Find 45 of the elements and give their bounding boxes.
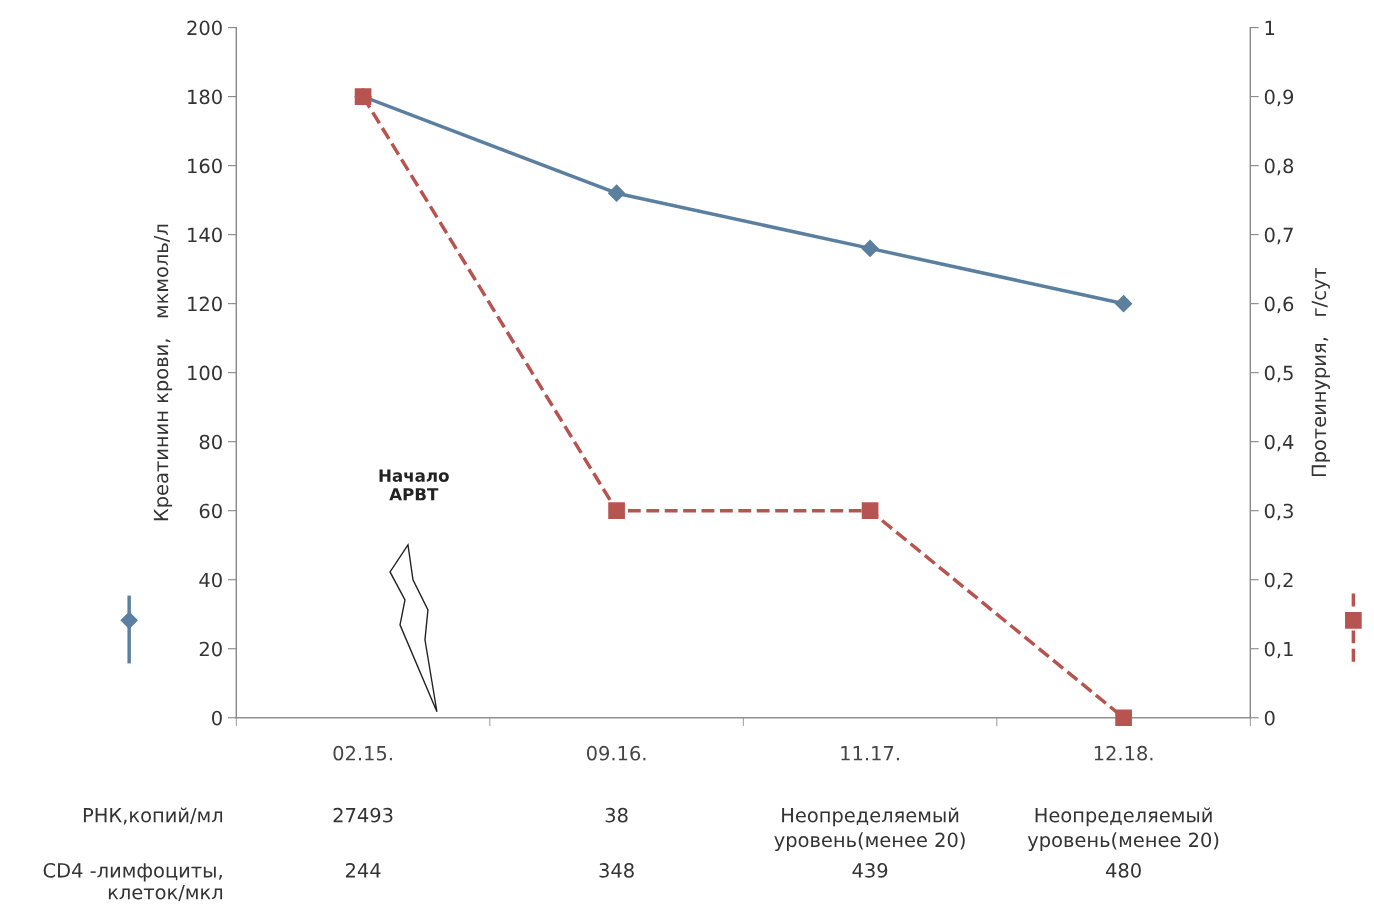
- point: [861, 502, 879, 520]
- y2-tick-label: 0,6: [1264, 296, 1294, 314]
- text: Неопределяемый уровень(менее 20): [774, 807, 965, 852]
- y2-tick-label: 0,3: [1264, 503, 1293, 521]
- y-tick-label: 0: [212, 710, 222, 726]
- y2-tick-label: 0,2: [1264, 572, 1293, 590]
- y-axis-title: Креатинин крови, мкмоль/л: [153, 224, 173, 521]
- y2-tick-label: 0,5: [1264, 365, 1293, 383]
- y2-tick-label: 0,1: [1264, 641, 1293, 659]
- text: CD4 -лимфоциты, клеток/мкл: [43, 863, 223, 902]
- point: [608, 502, 625, 520]
- text: 38: [605, 807, 628, 823]
- point: [608, 184, 626, 202]
- y2-tick-label: 0,8: [1264, 158, 1294, 176]
- point: [1115, 709, 1132, 727]
- text: 439: [852, 863, 888, 878]
- y-tick-label: 20: [199, 641, 222, 657]
- y-tick-label: 40: [199, 572, 222, 588]
- y-tick-label: 60: [199, 503, 222, 519]
- y-tick-label: 100: [188, 365, 222, 381]
- y-tick-label: 80: [199, 434, 222, 450]
- y2-tick-label: 0,4: [1264, 434, 1294, 452]
- text: 244: [345, 863, 381, 878]
- point: [1115, 295, 1133, 313]
- y2-tick-label: 0,9: [1264, 89, 1294, 107]
- y-tick-label: 180: [188, 89, 222, 105]
- x-tick-label: 09.16.: [586, 745, 646, 761]
- y-tick-label: 160: [188, 158, 222, 174]
- text: 27493: [333, 807, 393, 823]
- x-tick-label: 11.17.: [841, 746, 899, 761]
- y2-tick-label: 0,7: [1264, 227, 1293, 245]
- text: 348: [599, 863, 634, 878]
- text: РНК,копий/мл: [83, 807, 223, 825]
- y-tick-label: 120: [188, 296, 222, 312]
- y-tick-label: 140: [188, 227, 222, 243]
- y-tick-label: 200: [187, 20, 222, 36]
- text: Неопределяемый уровень(менее 20): [1027, 807, 1219, 852]
- y2-tick-label: 0: [1264, 710, 1275, 726]
- text: 480: [1105, 863, 1141, 878]
- y2-tick-label: 1: [1265, 20, 1275, 35]
- point: [861, 239, 879, 257]
- annotation: Начало АРВТ: [379, 469, 449, 501]
- x-tick-label: 02.15.: [333, 745, 392, 761]
- x-tick-label: 12.18.: [1094, 745, 1153, 761]
- y2-axis-title: Протеинурия, г/сут: [1311, 267, 1330, 477]
